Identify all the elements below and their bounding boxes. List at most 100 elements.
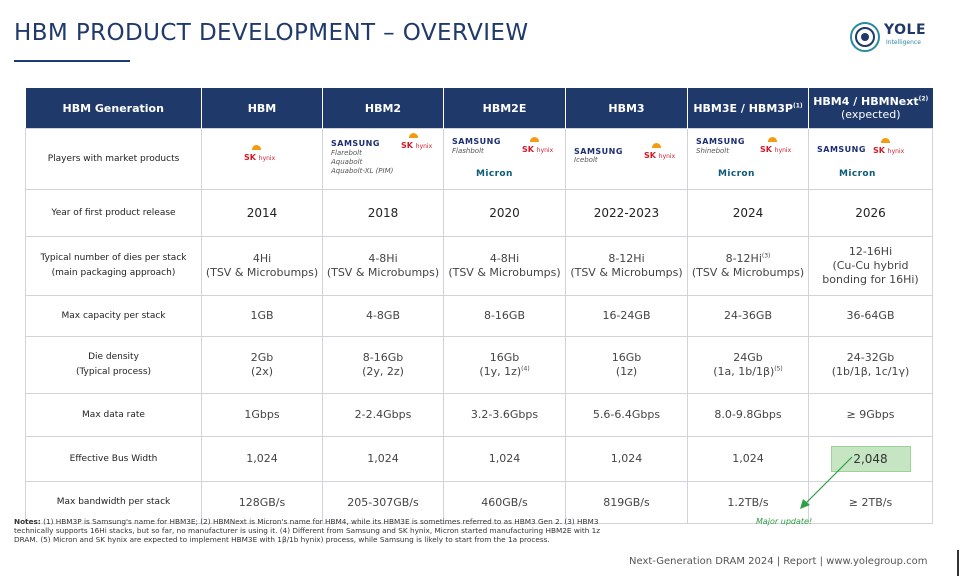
footnotes: Notes: (1) HBM3P is Samsung's name for H… (14, 517, 610, 544)
players-hbm3: SAMSUNG SK hynix Icebolt (565, 128, 688, 190)
dies-hbm: 4Hi (TSV & Microbumps) (201, 236, 323, 296)
sk-hynix-logo-icon (768, 137, 777, 142)
bus-hbm2: 1,024 (322, 436, 444, 482)
density-process: (1z) (615, 365, 638, 378)
dies-packaging: (TSV & Microbumps) (326, 266, 440, 279)
row-bus-width: Effective Bus Width 1,024 1,024 1,024 1,… (25, 436, 933, 482)
sk-hynix-logo-icon (881, 138, 890, 143)
micron-logo: Micron (839, 169, 876, 179)
samsung-logo: SAMSUNG (817, 145, 866, 154)
dies-value: 8-12Hi (725, 252, 762, 265)
bandwidth-hbm4: ≥ 2TB/s (808, 481, 933, 524)
players-hbm4: SAMSUNG SK hynix Micron (808, 128, 933, 190)
capacity-hbm3: 16-24GB (565, 295, 688, 337)
header-hbm4-sup: (2) (918, 95, 929, 103)
dies-hbm2e: 4-8Hi (TSV & Microbumps) (443, 236, 566, 296)
density-process: (1b/1β, 1c/1γ) (831, 365, 910, 378)
capacity-hbm3e: 24-36GB (687, 295, 809, 337)
rate-hbm3: 5.6-6.4Gbps (565, 393, 688, 437)
sk-text: SK (644, 151, 656, 160)
samsung-logo: SAMSUNG (452, 137, 501, 146)
sk-text: SK (760, 145, 772, 154)
density-process: (1y, 1z) (479, 365, 522, 378)
row-bandwidth: Max bandwidth per stack 128GB/s 205-307G… (25, 481, 933, 524)
dies-packaging-2: bonding for 16Hi) (822, 273, 919, 286)
title-underline (14, 60, 130, 62)
players-hbm2e: SAMSUNG SK hynix Flashbolt Micron (443, 128, 566, 190)
label-bus: Effective Bus Width (25, 436, 202, 482)
row-density: Die density (Typical process) 2Gb (2x) 8-1… (25, 336, 933, 394)
density-process: (1a, 1b/1β) (713, 365, 775, 378)
density-value: 24Gb (733, 351, 763, 364)
dies-packaging: (TSV & Microbumps) (570, 266, 683, 279)
label-density-1: Die density (88, 352, 139, 362)
header-hbm4: HBM4 / HBMNext(2) (expected) (808, 88, 933, 129)
label-density-2: (Typical process) (75, 367, 152, 377)
bandwidth-hbm3: 819GB/s (565, 481, 688, 524)
hynix-text: hynix (415, 143, 433, 150)
dies-hbm3e: 8-12Hi(3) (TSV & Microbumps) (687, 236, 809, 296)
codename-flashbolt: Flashbolt (452, 147, 484, 155)
header-hbm3e-sup: (1) (792, 101, 803, 109)
label-density: Die density (Typical process) (25, 336, 202, 394)
dies-value: 4-8Hi (368, 252, 398, 265)
sk-text: SK (401, 141, 413, 150)
notes-prefix: Notes: (14, 517, 41, 526)
density-hbm4: 24-32Gb (1b/1β, 1c/1γ) (808, 336, 933, 394)
major-update-annotation: Major update! (756, 517, 813, 526)
header-label: HBM Generation (25, 88, 202, 129)
logo-name: YOLE (884, 22, 927, 38)
samsung-logo: SAMSUNG (696, 137, 745, 146)
annotation-arrow-icon (800, 456, 853, 509)
label-dies-2: (main packaging approach) (51, 268, 176, 278)
dies-packaging: (TSV & Microbumps) (448, 266, 561, 279)
density-process: (2x) (250, 365, 274, 378)
sk-hynix-logo-icon (652, 143, 661, 148)
footer-divider (957, 550, 959, 576)
hynix-text: hynix (658, 153, 676, 160)
dies-packaging: (TSV & Microbumps) (205, 266, 319, 279)
density-hbm3: 16Gb (1z) (565, 336, 688, 394)
sk-hynix-logo: SK hynix (401, 139, 432, 154)
header-hbm3: HBM3 (565, 88, 688, 129)
density-value: 24-32Gb (846, 351, 895, 364)
label-capacity: Max capacity per stack (25, 295, 202, 337)
codename-shinebolt: Shinebolt (696, 147, 729, 155)
bandwidth-hbm2e: 460GB/s (443, 481, 566, 524)
sk-text: SK (873, 146, 885, 155)
rate-hbm2e: 3.2-3.6Gbps (443, 393, 566, 437)
density-sup: (4) (521, 365, 530, 373)
codename-flarebolt: Flarebolt (331, 149, 362, 157)
sk-text: SK (522, 145, 534, 154)
dies-sup: (3) (761, 252, 771, 260)
yole-swirl-icon (850, 22, 880, 52)
dies-value: 4-8Hi (489, 252, 520, 265)
bus-highlight: 2,048 (830, 446, 911, 472)
players-hbm2: SAMSUNG SK hynix Flarebolt Aquabolt Aqua… (322, 128, 444, 190)
label-dies: Typical number of dies per stack (main pa… (25, 236, 202, 296)
rate-hbm3e: 8.0-9.8Gbps (687, 393, 809, 437)
hynix-text: hynix (258, 155, 276, 162)
page-title: HBM PRODUCT DEVELOPMENT – OVERVIEW (14, 20, 529, 46)
logo-sub: Intelligence (886, 39, 921, 46)
sk-hynix-logo-icon (530, 137, 539, 142)
density-sup: (5) (774, 365, 783, 373)
footer-source: Next-Generation DRAM 2024 | Report | www… (629, 556, 928, 567)
sk-hynix-logo: SK hynix (244, 151, 275, 166)
row-year: Year of first product release 2014 2018 … (25, 189, 933, 237)
codename-aquabolt: Aquabolt (331, 158, 363, 166)
label-bandwidth: Max bandwidth per stack (25, 481, 202, 524)
row-data-rate: Max data rate 1Gbps 2-2.4Gbps 3.2-3.6Gbp… (25, 393, 933, 437)
header-hbm4-label: HBM4 / HBMNext (813, 95, 919, 108)
label-dies-1: Typical number of dies per stack (40, 253, 187, 263)
dies-value: 4Hi (252, 252, 272, 265)
label-year: Year of first product release (25, 189, 202, 237)
density-value: 8-16Gb (362, 351, 404, 364)
density-hbm3e: 24Gb (1a, 1b/1β)(5) (687, 336, 809, 394)
hynix-text: hynix (887, 148, 905, 155)
micron-logo: Micron (718, 169, 755, 179)
dies-hbm2: 4-8Hi (TSV & Microbumps) (322, 236, 444, 296)
label-rate: Max data rate (25, 393, 202, 437)
density-value: 16Gb (611, 351, 642, 364)
year-hbm4: 2026 (808, 189, 933, 237)
